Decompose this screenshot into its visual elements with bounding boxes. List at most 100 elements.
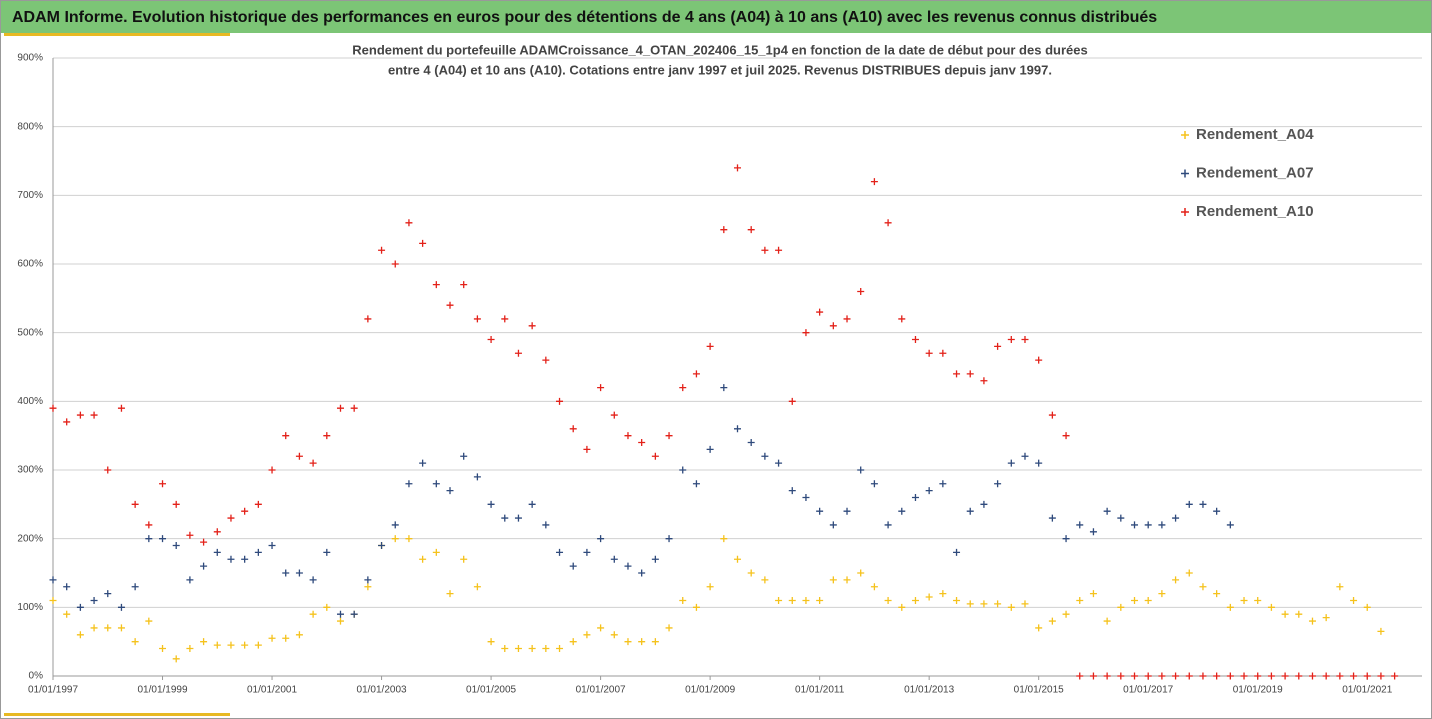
point	[1048, 411, 1056, 419]
point	[1089, 672, 1097, 680]
point	[213, 528, 221, 536]
point	[870, 178, 878, 186]
point	[1199, 500, 1207, 508]
point	[501, 315, 509, 323]
legend-label: Rendement_A07	[1196, 164, 1314, 181]
point	[569, 638, 577, 646]
point	[720, 535, 728, 543]
point	[857, 466, 865, 474]
point	[473, 315, 481, 323]
point	[186, 531, 194, 539]
point	[1172, 576, 1180, 584]
y-tick-label: 500%	[17, 327, 43, 338]
point	[1254, 672, 1262, 680]
chart-title: entre 4 (A04) et 10 ans (A10). Cotations…	[388, 62, 1052, 77]
point	[1377, 672, 1385, 680]
point	[857, 569, 865, 577]
point	[692, 370, 700, 378]
point	[734, 164, 741, 172]
point	[542, 521, 550, 529]
point	[391, 260, 399, 268]
point	[1158, 672, 1166, 680]
point	[1103, 507, 1111, 515]
point	[980, 500, 988, 508]
point	[884, 521, 892, 529]
point	[788, 487, 796, 495]
point	[323, 603, 331, 611]
point	[1281, 672, 1289, 680]
point	[898, 603, 906, 611]
point	[911, 596, 919, 604]
point	[1144, 521, 1152, 529]
point	[514, 645, 522, 653]
point	[980, 377, 988, 385]
point	[419, 555, 427, 563]
y-tick-label: 0%	[29, 671, 44, 682]
point	[994, 600, 1002, 608]
point	[829, 322, 837, 330]
point	[1308, 617, 1316, 625]
point	[775, 459, 783, 467]
point	[665, 535, 673, 543]
point	[925, 487, 933, 495]
point	[1158, 590, 1166, 598]
point	[446, 301, 454, 309]
point	[556, 397, 564, 405]
point	[1213, 590, 1221, 598]
point	[651, 638, 659, 646]
point	[1267, 672, 1275, 680]
point	[1089, 528, 1097, 536]
point	[76, 603, 84, 611]
point	[1322, 672, 1330, 680]
x-tick-label: 01/01/2001	[247, 685, 297, 696]
point	[638, 439, 646, 447]
accent	[4, 33, 230, 36]
point	[1158, 521, 1166, 529]
y-tick-label: 100%	[17, 602, 43, 613]
point	[309, 576, 317, 584]
point	[925, 593, 933, 601]
point	[884, 219, 892, 227]
point	[1363, 672, 1371, 680]
point	[651, 452, 659, 460]
point	[241, 641, 249, 649]
point	[186, 645, 194, 653]
point	[90, 624, 98, 632]
x-tick-label: 01/01/1997	[28, 685, 78, 696]
point	[1035, 459, 1043, 467]
x-tick-label: 01/01/2015	[1014, 685, 1064, 696]
x-tick-label: 01/01/2007	[576, 685, 626, 696]
point	[323, 548, 331, 556]
point	[309, 610, 317, 618]
point	[802, 493, 810, 501]
point	[200, 638, 208, 646]
point	[282, 432, 290, 440]
point	[911, 493, 919, 501]
point	[624, 432, 632, 440]
point	[131, 638, 139, 646]
point	[1117, 672, 1125, 680]
point	[898, 315, 906, 323]
legend-marker	[1181, 131, 1189, 139]
x-tick-label: 01/01/2017	[1123, 685, 1173, 696]
point	[172, 500, 180, 508]
point	[104, 590, 112, 598]
point	[775, 596, 783, 604]
point	[939, 349, 947, 357]
header-title: ADAM Informe. Evolution historique des p…	[12, 9, 1157, 26]
point	[1377, 627, 1385, 635]
point	[1185, 500, 1193, 508]
point	[761, 246, 769, 254]
point	[1267, 603, 1275, 611]
point	[761, 452, 769, 460]
point	[254, 500, 262, 508]
point	[419, 459, 427, 467]
point	[679, 466, 687, 474]
point	[1021, 600, 1029, 608]
point	[1144, 596, 1152, 604]
point	[747, 569, 755, 577]
point	[1226, 603, 1234, 611]
point	[145, 617, 153, 625]
point	[679, 384, 687, 392]
